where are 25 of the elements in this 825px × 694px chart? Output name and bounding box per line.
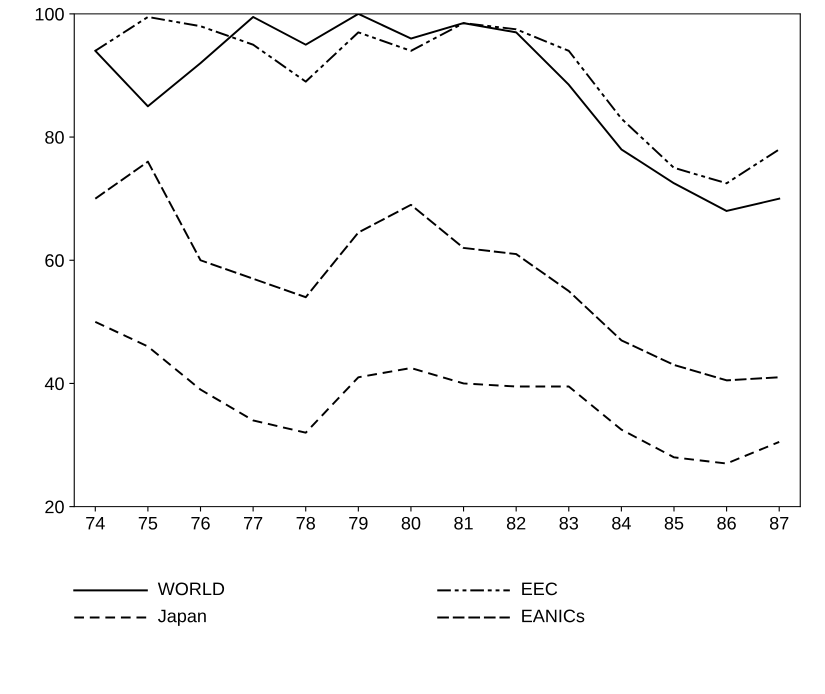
x-tick-label: 75 [138, 517, 158, 530]
x-tick-label: 87 [770, 516, 788, 530]
legend-label: EEC [522, 582, 558, 596]
x-tick-label: 83 [560, 516, 578, 530]
y-tick-label: 80 [45, 131, 64, 144]
x-tick-label: 85 [664, 516, 684, 530]
legend-label: WORLD [158, 582, 224, 596]
y-tick-label: 40 [44, 377, 64, 390]
x-tick-label: 74 [86, 517, 105, 530]
legend-label: EANICs [522, 610, 584, 622]
y-tick-label: 60 [45, 254, 64, 267]
y-tick-label: 100 [36, 8, 64, 21]
x-tick-label: 76 [191, 516, 210, 530]
x-tick-label: 79 [349, 516, 368, 530]
x-tick-label: 80 [402, 516, 420, 530]
x-tick-label: 86 [717, 516, 736, 530]
x-tick-label: 77 [244, 517, 262, 530]
y-tick-label: 20 [45, 500, 64, 514]
legend-label: Japan [158, 610, 206, 626]
line-series [94, 320, 780, 464]
x-tick-label: 78 [296, 516, 315, 530]
line-series [94, 160, 780, 382]
x-tick-label: 81 [454, 516, 473, 530]
x-tick-label: 84 [612, 516, 631, 530]
x-tick-label: 82 [506, 516, 526, 530]
